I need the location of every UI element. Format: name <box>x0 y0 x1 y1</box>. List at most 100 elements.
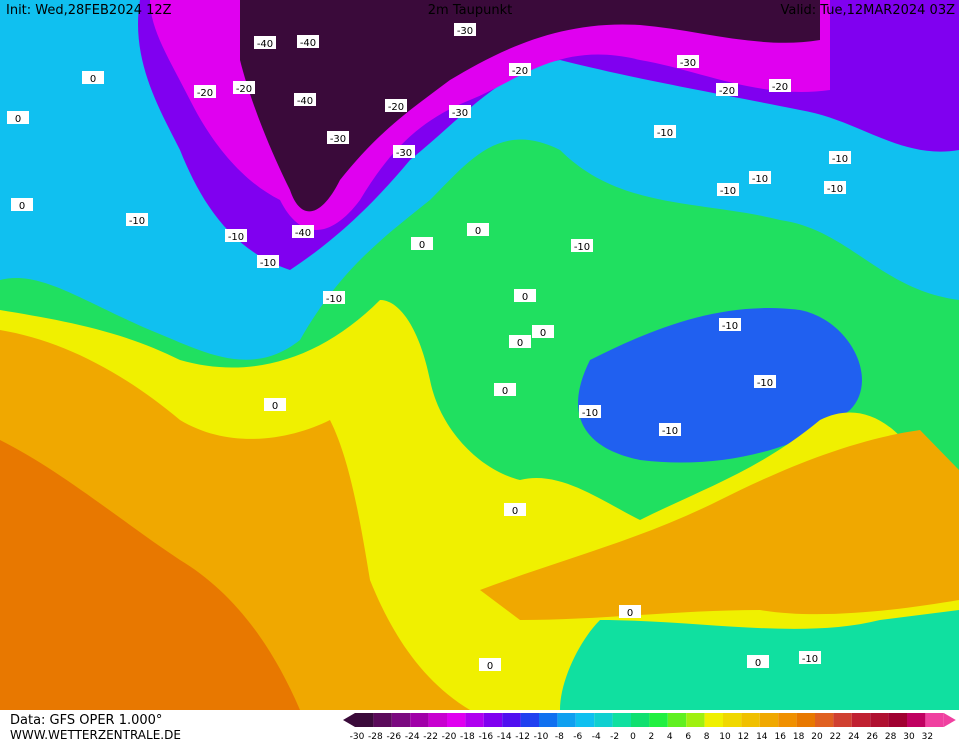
contour-label-box <box>385 99 407 112</box>
scale-tick-label: -10 <box>534 732 549 741</box>
scale-tick-label: 14 <box>756 732 768 741</box>
scale-tick-label: 16 <box>774 732 786 741</box>
contour-label-box <box>257 255 279 268</box>
scale-tick-label: -20 <box>442 732 457 741</box>
contour-label: -10 <box>827 184 843 195</box>
contour-label-box <box>754 375 776 388</box>
contour-label: -10 <box>720 186 736 197</box>
contour-label: -10 <box>757 378 773 389</box>
contour-label: -10 <box>228 232 244 243</box>
scale-tick-label: -18 <box>460 732 475 741</box>
scale-box <box>925 713 944 727</box>
contour-label: 0 <box>502 386 508 397</box>
scale-tick-label: -12 <box>515 732 530 741</box>
mediterranean-warm <box>480 430 959 620</box>
contour-label-box <box>579 405 601 418</box>
contour-label: 0 <box>90 74 96 85</box>
scale-tick-label: -16 <box>478 732 493 741</box>
contour-label-box <box>194 85 216 98</box>
contour-label-box <box>509 335 531 348</box>
contour-label: -30 <box>452 108 468 119</box>
cold-region-east <box>578 308 862 463</box>
scale-tick-label: 10 <box>719 732 731 741</box>
contour-label: 0 <box>540 328 546 339</box>
scale-box <box>355 713 374 727</box>
contour-label: 0 <box>517 338 523 349</box>
scale-box <box>557 713 576 727</box>
contour-label: 0 <box>755 658 761 669</box>
contour-label-box <box>82 71 104 84</box>
contour-label: -40 <box>295 228 311 239</box>
scale-box <box>851 713 871 727</box>
scale-tick-label: -26 <box>386 732 401 741</box>
contour-label: -20 <box>236 84 252 95</box>
scale-box <box>410 713 429 727</box>
contour-label-box <box>297 35 319 48</box>
contour-label-box <box>327 131 349 144</box>
contour-label-box <box>824 181 846 194</box>
scale-tick-label: 22 <box>830 732 841 741</box>
scale-box <box>502 713 521 727</box>
scale-tick-label: -14 <box>497 732 512 741</box>
contour-label: -40 <box>257 39 273 50</box>
contour-label-box <box>719 318 741 331</box>
contour-label-box <box>829 151 851 164</box>
contour-label: -10 <box>574 242 590 253</box>
contour-label: 0 <box>522 292 528 303</box>
scale-tick-label: 30 <box>903 732 915 741</box>
scale-box <box>447 713 466 727</box>
contour-label: 0 <box>19 201 25 212</box>
scale-box <box>428 713 447 727</box>
scale-box <box>704 713 723 727</box>
scale-tick-label: 20 <box>811 732 823 741</box>
contour-label: -10 <box>582 408 598 419</box>
contour-label-box <box>509 63 531 76</box>
scale-box <box>594 713 613 727</box>
contour-label-box <box>659 423 681 436</box>
scale-box <box>631 713 650 727</box>
contour-label-box <box>619 605 641 618</box>
contour-label: 0 <box>627 608 633 619</box>
contour-label: -10 <box>326 294 342 305</box>
data-source: Data: GFS OPER 1.000° <box>10 713 162 728</box>
contour-label: -20 <box>772 82 788 93</box>
map-title: 2m Taupunkt <box>428 3 512 18</box>
contour-label: -10 <box>832 154 848 165</box>
scale-tick-label: 32 <box>922 732 933 741</box>
scale-box <box>483 713 503 727</box>
contour-label: -10 <box>752 174 768 185</box>
scale-tick-label: 28 <box>885 732 897 741</box>
contour-label-box <box>393 145 415 158</box>
hottest-region <box>0 440 300 710</box>
contour-label-box <box>654 125 676 138</box>
contour-label-box <box>514 289 536 302</box>
scale-box <box>815 713 834 727</box>
contour-label: -10 <box>722 321 738 332</box>
scale-tick-label: 12 <box>738 732 749 741</box>
scale-box <box>907 713 926 727</box>
contour-label: 0 <box>475 226 481 237</box>
scale-box <box>833 713 852 727</box>
scale-tick-label: 0 <box>630 732 636 741</box>
contour-label: 0 <box>15 114 21 125</box>
scale-arrow-left <box>343 713 355 727</box>
scale-tick-label: -2 <box>610 732 619 741</box>
contour-label: -10 <box>129 216 145 227</box>
scale-box <box>649 713 668 727</box>
scale-tick-label: 8 <box>704 732 710 741</box>
contour-label-box <box>717 183 739 196</box>
contour-label-box <box>254 36 276 49</box>
contour-label: -30 <box>680 58 696 69</box>
contour-label: -30 <box>396 148 412 159</box>
scale-box <box>612 713 631 727</box>
scale-tick-label: -24 <box>405 732 420 741</box>
scale-box <box>759 713 779 727</box>
scale-tick-label: 2 <box>649 732 655 741</box>
contour-label: -40 <box>297 96 313 107</box>
contour-label-box <box>11 198 33 211</box>
scale-box <box>575 713 595 727</box>
contour-label-box <box>494 383 516 396</box>
scale-tick-label: -22 <box>423 732 438 741</box>
scale-tick-label: -4 <box>592 732 601 741</box>
